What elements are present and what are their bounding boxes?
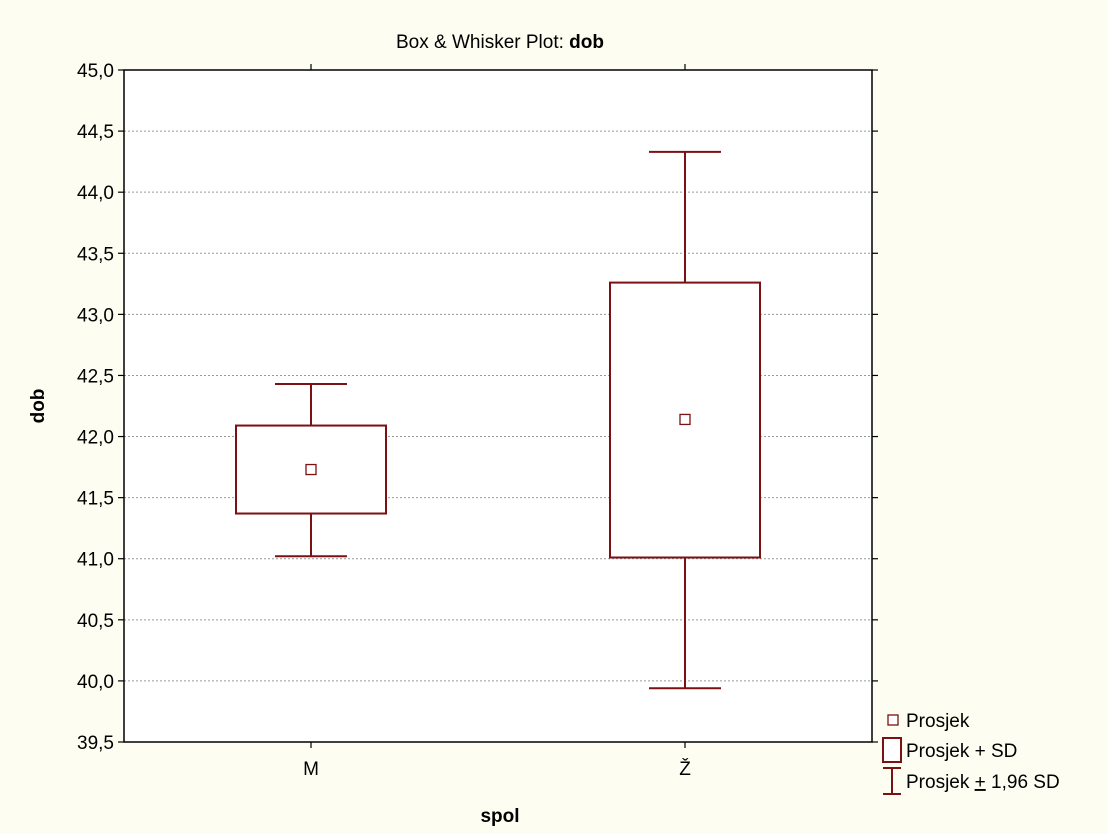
box-group-1 <box>609 150 761 690</box>
y-tick-label: 40,0 <box>77 672 114 693</box>
y-tick-label: 45,0 <box>77 61 114 82</box>
x-axis-title: spol <box>480 806 519 827</box>
data-series <box>235 150 761 690</box>
y-axis-title: dob <box>28 389 49 424</box>
mean-marker <box>679 413 691 426</box>
legend-label-whisker-prefix: Prosjek <box>906 772 975 793</box>
legend-mean-marker <box>887 714 899 726</box>
y-tick-label: 41,5 <box>77 489 114 510</box>
y-tick-label: 39,5 <box>77 733 114 754</box>
chart-title-prefix: Box & Whisker Plot: <box>396 32 569 53</box>
legend-label-whisker-suffix: 1,96 SD <box>986 772 1060 793</box>
box-group-0 <box>235 383 387 558</box>
y-tick-label: 40,5 <box>77 611 114 632</box>
plot-frame <box>123 69 873 743</box>
y-tick-label: 44,0 <box>77 183 114 204</box>
mean-marker <box>305 463 317 476</box>
y-tick-label: 41,0 <box>77 550 114 571</box>
legend-box-swatch <box>882 737 902 763</box>
chart-title: Box & Whisker Plot: dob <box>396 32 604 53</box>
y-tick-label: 43,5 <box>77 244 114 265</box>
legend: Prosjek Prosjek + SD Prosjek + 1,96 SD <box>882 711 1060 795</box>
legend-label-box: Prosjek + SD <box>906 741 1017 762</box>
axes: 39,5 40,0 40,5 41,0 41,5 42,0 42,5 43,0 43,5 44,0… <box>77 61 878 780</box>
y-tick-label: 44,5 <box>77 122 114 143</box>
x-tick-label: Ž <box>679 758 691 780</box>
x-tick-label: M <box>303 759 319 780</box>
legend-label-whisker: Prosjek + 1,96 SD <box>906 772 1060 793</box>
legend-label-whisker-symbol: + <box>975 772 986 793</box>
y-tick-label: 42,5 <box>77 366 114 387</box>
y-tick-label: 43,0 <box>77 305 114 326</box>
legend-label-mean: Prosjek <box>906 711 970 732</box>
y-tick-label: 42,0 <box>77 428 114 449</box>
chart-title-variable: dob <box>569 32 604 53</box>
